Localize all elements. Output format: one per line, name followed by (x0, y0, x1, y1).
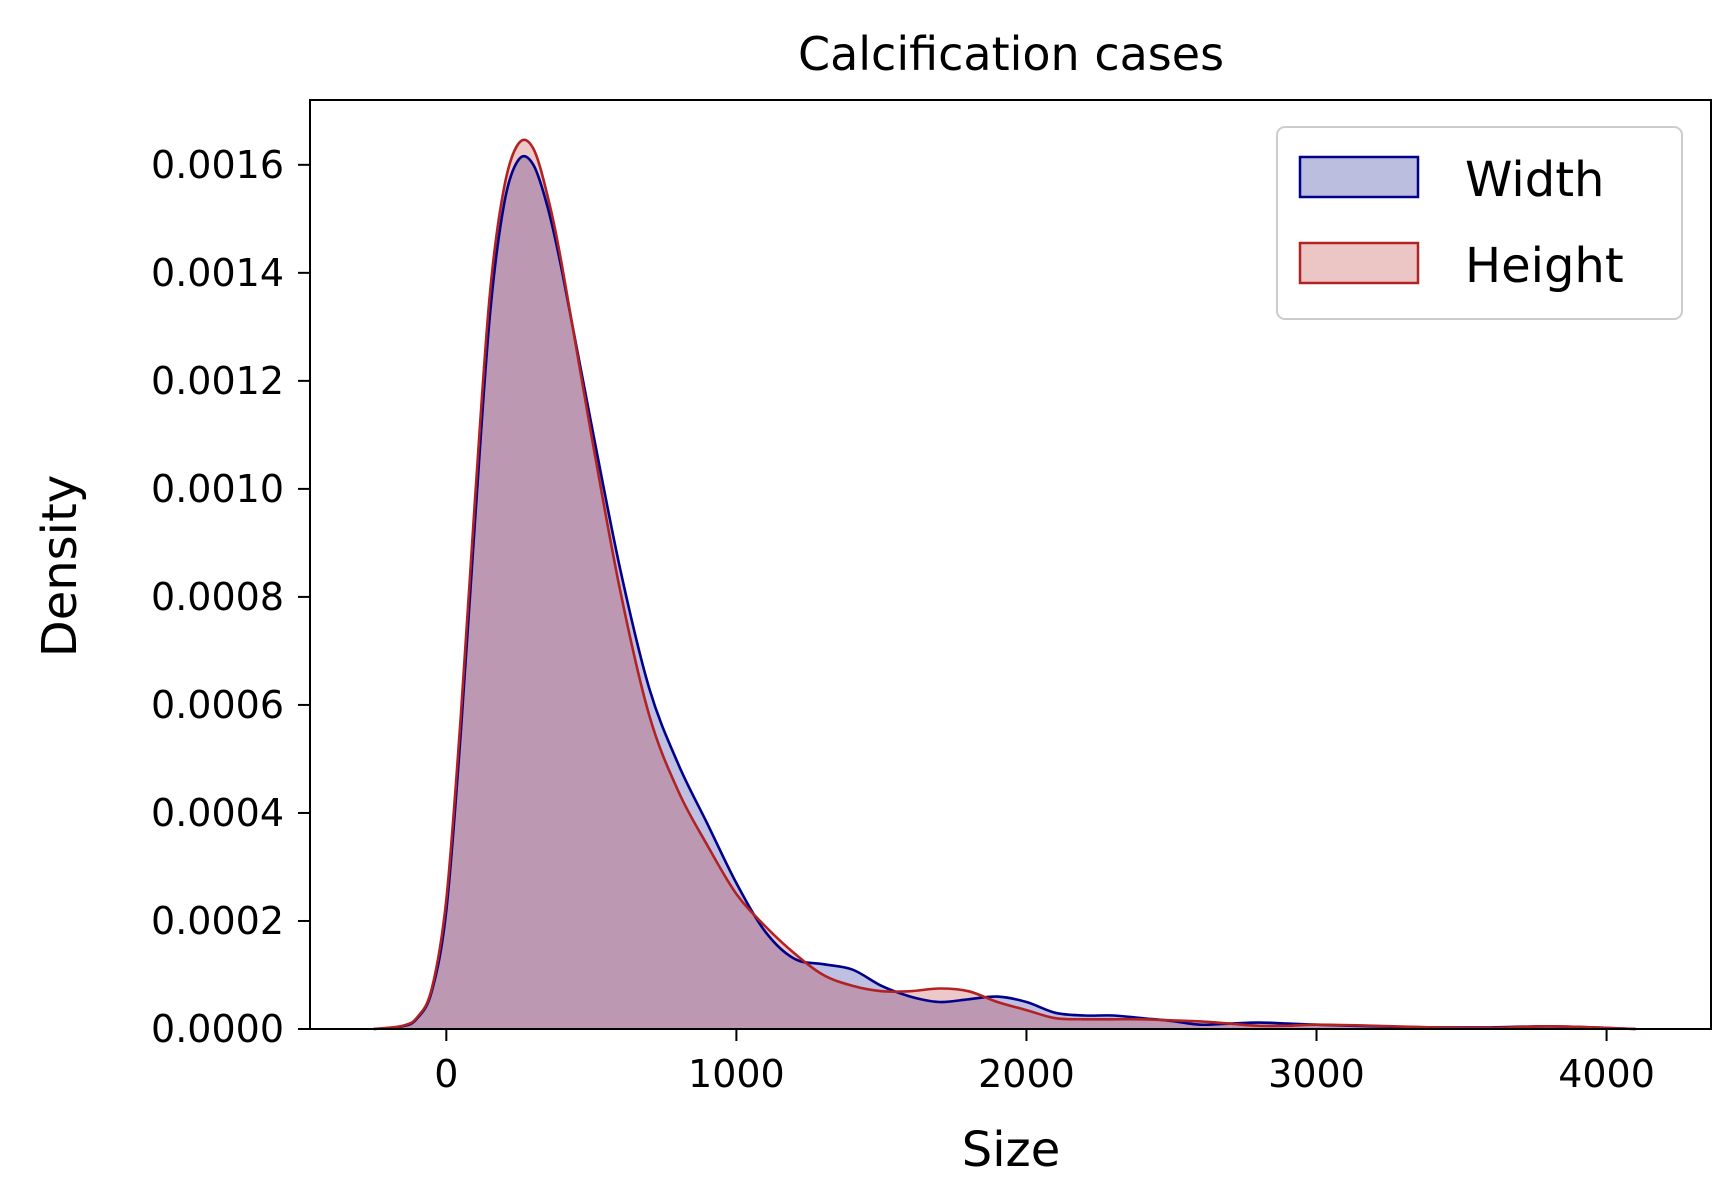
legend-swatch-width (1298, 155, 1420, 199)
x-axis-title: Size (962, 1122, 1061, 1178)
series-line-width (373, 154, 1636, 1031)
y-tick-label: 0.0008 (151, 575, 284, 619)
y-tick-label: 0.0012 (151, 359, 284, 403)
x-tick-label: 3000 (1268, 1052, 1365, 1096)
legend-swatch-height (1298, 241, 1420, 285)
series-line-height (373, 138, 1636, 1031)
y-axis-title: Density (32, 475, 88, 657)
x-axis: 0 1000 2000 3000 4000 (434, 1029, 1655, 1096)
y-tick-label: 0.0002 (151, 899, 284, 943)
legend-label-width: Width (1465, 152, 1604, 208)
y-tick-label: 0.0000 (151, 1007, 284, 1051)
legend: Width Height (1276, 126, 1683, 320)
chart-title: Calcification cases (798, 27, 1224, 81)
x-tick-label: 4000 (1558, 1052, 1655, 1096)
x-tick-label: 1000 (688, 1052, 785, 1096)
series-lines (373, 138, 1636, 1031)
y-axis: 0.0000 0.0002 0.0004 0.0006 0.0008 0.0010 0.00… (151, 143, 310, 1051)
legend-label-height: Height (1465, 238, 1624, 294)
plot-frame (309, 99, 1712, 1030)
x-tick-label: 0 (434, 1052, 458, 1096)
y-tick-label: 0.0016 (151, 143, 284, 187)
y-tick-label: 0.0004 (151, 791, 284, 835)
y-tick-label: 0.0010 (151, 467, 284, 511)
x-tick-label: 2000 (978, 1052, 1075, 1096)
y-tick-label: 0.0006 (151, 683, 284, 727)
y-tick-label: 0.0014 (151, 251, 284, 295)
